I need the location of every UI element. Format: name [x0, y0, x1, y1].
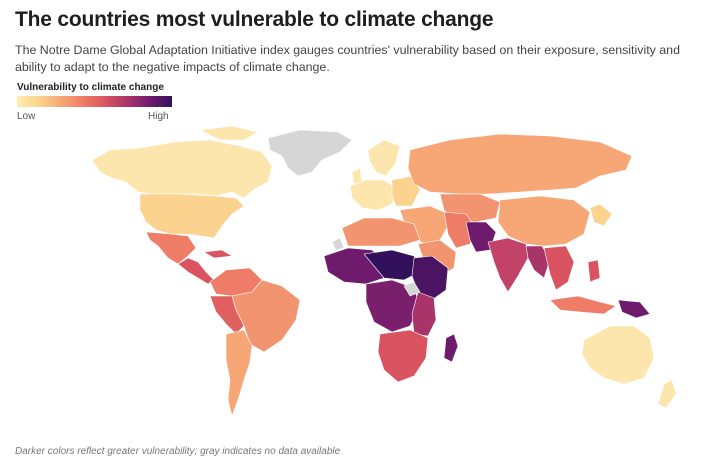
region-south-sudan-no-data — [331, 237, 345, 251]
region-indochina — [543, 245, 575, 291]
map-subtitle: The Notre Dame Global Adaptation Initiat… — [15, 43, 680, 74]
region-greenland — [267, 129, 353, 177]
region-usa — [139, 193, 245, 239]
region-indonesia — [549, 295, 617, 315]
region-north-africa — [341, 217, 421, 247]
region-central-africa — [365, 279, 421, 333]
region-horn-of-africa — [411, 255, 449, 301]
region-argentina-chile — [225, 329, 253, 417]
region-canada-alaska — [91, 139, 273, 199]
region-iran — [443, 211, 477, 249]
region-east-africa — [411, 291, 437, 337]
region-russia — [407, 133, 633, 195]
map-footnote: Darker colors reflect greater vulnerabil… — [15, 446, 341, 457]
region-western-europe — [349, 179, 397, 211]
legend-low-label: Low — [17, 111, 36, 122]
region-philippines — [587, 259, 601, 283]
legend-title: Vulnerability to climate change — [17, 82, 164, 93]
region-korea-japan — [589, 203, 613, 227]
world-choropleth-map — [91, 125, 677, 417]
region-caribbean — [203, 249, 233, 259]
region-scandinavia — [367, 139, 401, 177]
region-arctic-islands — [199, 125, 259, 141]
region-sudan-no-data — [403, 281, 421, 297]
legend-color-ramp — [17, 96, 172, 107]
legend-high-label: High — [148, 111, 169, 122]
region-mexico — [145, 231, 197, 265]
region-uk — [351, 167, 363, 185]
region-madagascar — [443, 333, 459, 363]
map-title: The countries most vulnerable to climate… — [15, 8, 494, 31]
region-papua-new-guinea — [617, 299, 651, 319]
region-southern-africa — [377, 329, 429, 383]
region-india — [487, 237, 529, 293]
region-australia — [581, 325, 655, 385]
region-central-america — [177, 257, 215, 285]
region-new-zealand — [657, 379, 677, 409]
region-peru-bolivia — [209, 295, 245, 335]
region-china — [497, 195, 591, 247]
